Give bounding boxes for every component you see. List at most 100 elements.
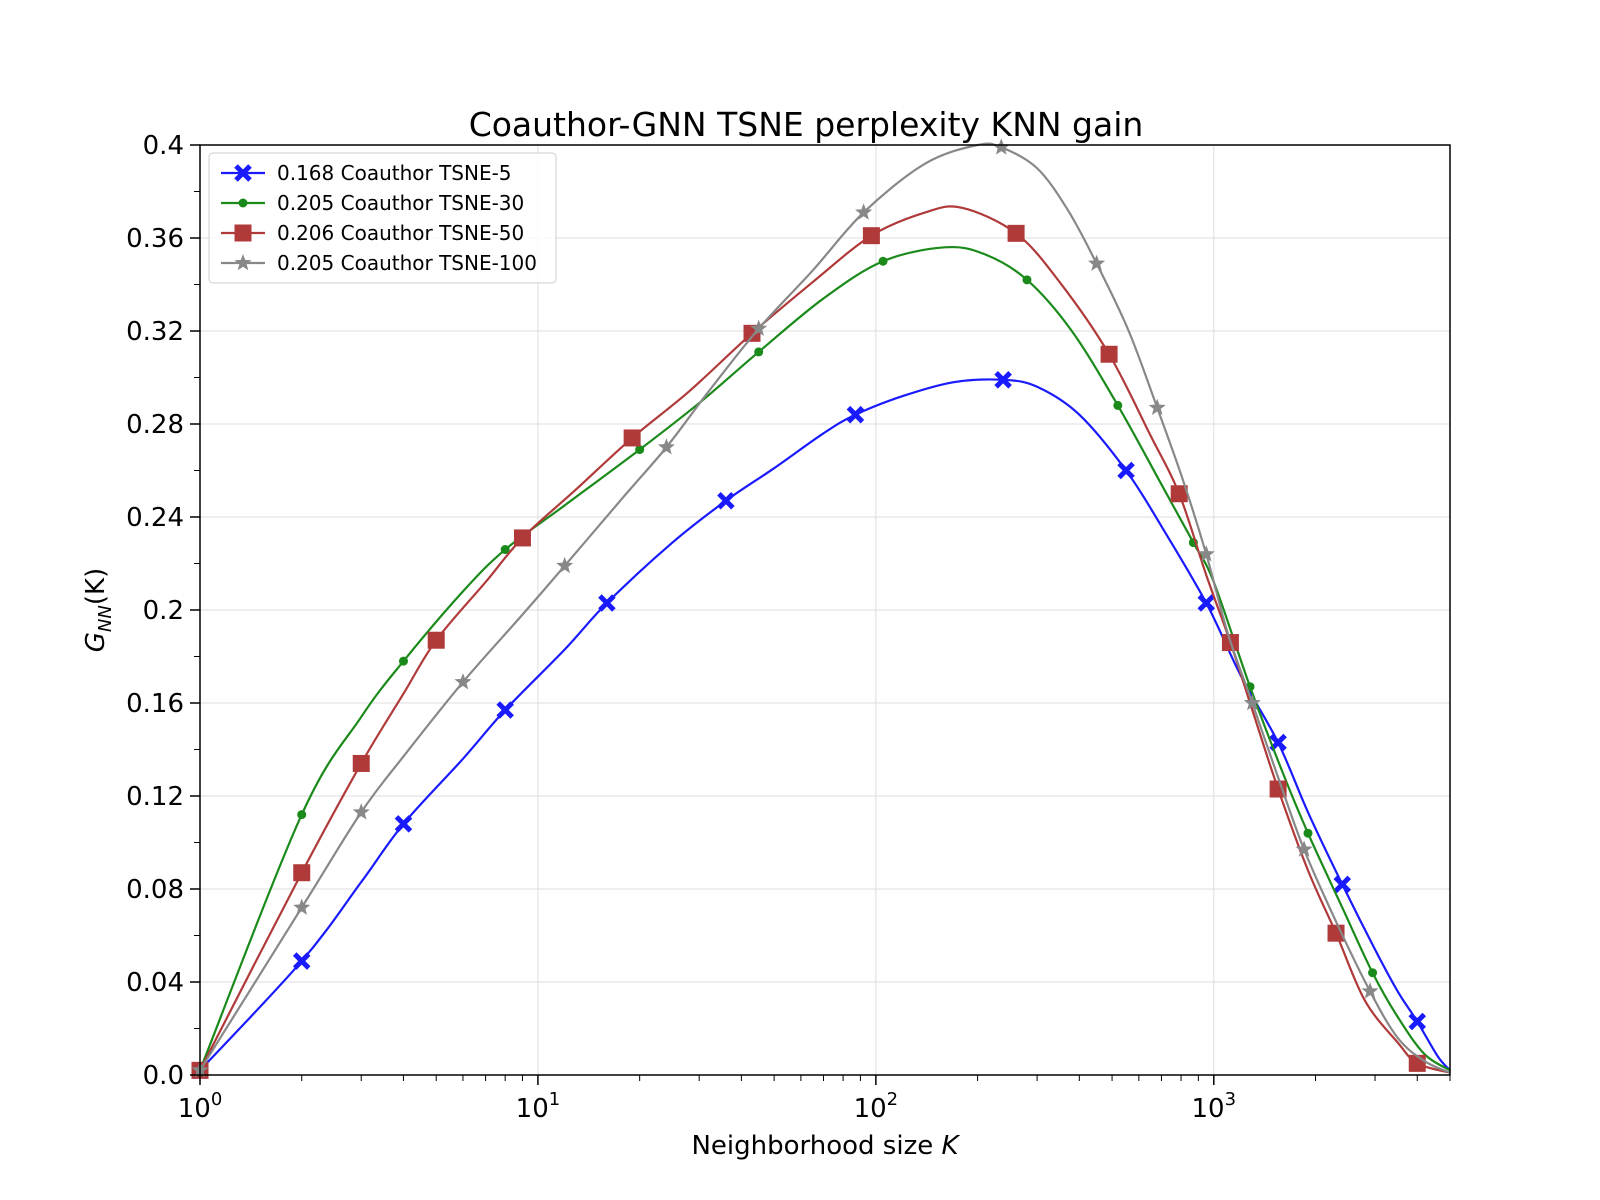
series-marker (994, 371, 1012, 389)
x-axis-label: Neighborhood size K (691, 1131, 960, 1161)
series-marker (496, 701, 514, 719)
series-marker (297, 810, 307, 820)
x-axis-label-text: Neighborhood size (691, 1131, 933, 1161)
legend-box (208, 152, 557, 284)
series-line (198, 245, 1451, 1072)
x-tick-label: 100 (178, 1089, 223, 1124)
series-marker (394, 815, 413, 833)
x-tick-base: 10 (516, 1094, 549, 1124)
series-marker (1295, 840, 1313, 857)
legend-marker (238, 198, 248, 208)
x-tick-base: 10 (178, 1094, 211, 1124)
legend-label: 0.205 Coauthor TSNE-100 (277, 251, 537, 275)
x-tick-base: 10 (1192, 1094, 1225, 1124)
y-tick-label: 0.16 (126, 689, 184, 719)
y-tick-label: 0.2 (143, 596, 184, 626)
series-marker (292, 952, 311, 970)
legend-item: 0.206 Coauthor TSNE-50 (221, 221, 524, 245)
series-2 (195, 245, 1451, 1075)
series-marker (1197, 545, 1215, 562)
legend-item: 0.205 Coauthor TSNE-30 (221, 191, 524, 215)
series-marker (1368, 968, 1378, 978)
y-tick-label: 0.4 (143, 131, 184, 161)
series-marker (862, 227, 880, 245)
series-3 (191, 205, 1451, 1079)
grid-layer (199, 144, 1450, 1076)
series-marker (500, 545, 510, 555)
series-marker (293, 864, 311, 882)
series-marker (750, 319, 768, 336)
series-marker (1022, 275, 1032, 285)
x-axis-label-var: K (941, 1131, 960, 1161)
x-tick-exp: 0 (211, 1089, 222, 1110)
legend-item: 0.168 Coauthor TSNE-5 (221, 161, 512, 185)
series-line (199, 205, 1451, 1074)
y-tick-label: 0.32 (126, 317, 184, 347)
x-tick-label: 102 (854, 1089, 899, 1124)
y-axis-label-base: G (81, 632, 111, 652)
x-tick-exp: 1 (549, 1089, 560, 1110)
series-marker (1303, 828, 1313, 838)
chart-title: Coauthor-GNN TSNE perplexity KNN gain (469, 105, 1144, 144)
legend-label: 0.206 Coauthor TSNE-50 (277, 221, 524, 245)
series-marker (398, 656, 408, 666)
legend-marker (234, 224, 252, 242)
series-marker (427, 631, 445, 649)
series-marker (556, 556, 574, 574)
series-marker (1361, 982, 1379, 999)
series-marker (623, 429, 641, 447)
legend-marker (234, 254, 252, 271)
x-tick-label: 103 (1192, 1089, 1237, 1124)
x-tick-label: 101 (516, 1089, 561, 1124)
series-marker (293, 898, 311, 915)
legend: 0.168 Coauthor TSNE-5 0.205 Coauthor TSNE… (208, 152, 557, 284)
series-layer (191, 138, 1451, 1080)
series-marker (1243, 694, 1261, 711)
series-marker (846, 405, 865, 424)
legend-label: 0.168 Coauthor TSNE-5 (277, 161, 512, 185)
series-line (199, 378, 1451, 1072)
series-marker (1408, 1012, 1427, 1031)
y-tick-label: 0.28 (126, 410, 184, 440)
series-marker (855, 203, 873, 220)
series-marker (878, 256, 888, 266)
y-axis-label-sub: NN (95, 605, 116, 632)
legend-marker (234, 164, 252, 182)
legend-label: 0.205 Coauthor TSNE-30 (277, 191, 524, 215)
series-marker (1088, 254, 1106, 271)
y-tick-label: 0.36 (126, 224, 184, 254)
series-marker (1197, 594, 1216, 612)
axis-layer: 0.0 0.04 0.08 0.12 0.16 0.2 0.24 0.28 0.32 0.36 0.… (126, 131, 1451, 1124)
series-marker (992, 138, 1010, 155)
series-marker (352, 803, 370, 820)
series-marker (1117, 461, 1135, 480)
series-marker (1148, 398, 1166, 416)
y-tick-label: 0.24 (126, 503, 184, 533)
legend-item: 0.205 Coauthor TSNE-100 (221, 251, 537, 275)
y-axis-label: GNN(K) (81, 568, 116, 652)
series-marker (513, 529, 531, 547)
series-marker (1113, 400, 1123, 410)
series-marker (1269, 780, 1287, 798)
series-marker (1333, 875, 1352, 894)
series-marker (1007, 224, 1025, 242)
series-marker (717, 491, 735, 510)
series-marker (352, 754, 370, 772)
series-1 (191, 371, 1451, 1080)
y-axis-label-arg: (K) (81, 568, 111, 605)
x-tick-exp: 2 (887, 1089, 898, 1110)
y-tick-label: 0.0 (143, 1061, 184, 1091)
series-marker (1170, 485, 1188, 503)
y-tick-label: 0.04 (126, 968, 184, 998)
series-marker (657, 438, 675, 455)
x-tick-exp: 3 (1225, 1089, 1236, 1110)
series-marker (1100, 345, 1118, 363)
series-marker (598, 594, 616, 612)
series-marker (635, 445, 645, 455)
series-marker (754, 347, 764, 357)
series-marker (454, 673, 472, 690)
x-tick-base: 10 (854, 1094, 887, 1124)
y-tick-label: 0.12 (126, 782, 184, 812)
